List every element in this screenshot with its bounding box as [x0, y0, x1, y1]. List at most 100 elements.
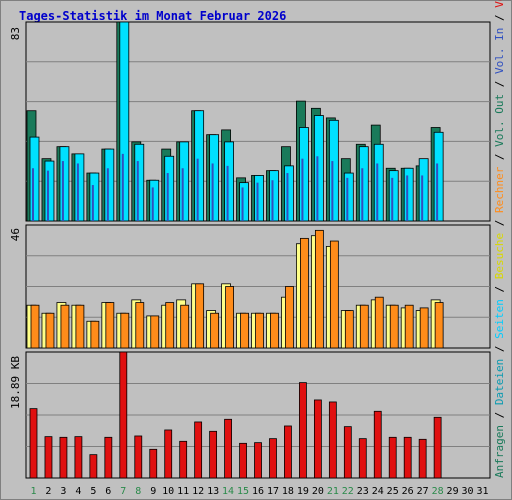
bar-rechner-day-5 [90, 320, 100, 349]
x-tick-label-day-20: 20 [312, 486, 324, 497]
bar-seiten-day-25 [391, 177, 394, 221]
bar-seiten-day-27 [421, 175, 424, 221]
bar-volumen-day-8 [134, 435, 143, 479]
bar-seiten-day-15 [241, 187, 244, 221]
bar-volumen-day-7 [119, 351, 128, 479]
bar-dateien-day-18 [284, 165, 294, 222]
bar-rechner-day-18 [285, 286, 294, 349]
bar-dateien-day-13 [209, 134, 220, 222]
x-tick-label-day-24: 24 [372, 486, 384, 497]
bar-seiten-day-19 [301, 158, 304, 221]
bar-seiten-day-7 [121, 153, 124, 221]
bar-volumen-day-27 [418, 438, 427, 479]
bar-seiten-day-20 [316, 156, 319, 221]
x-tick-label-day-6: 6 [105, 486, 111, 497]
bar-volumen-day-26 [403, 436, 412, 479]
x-tick-label-day-31: 31 [476, 486, 488, 497]
bar-seiten-day-26 [406, 175, 409, 221]
bar-dateien-day-19 [299, 127, 309, 222]
x-tick-label-day-25: 25 [387, 486, 399, 497]
legend-label-1: / [493, 405, 506, 425]
bar-seiten-day-10 [166, 173, 169, 221]
x-tick-label-day-15: 15 [237, 486, 249, 497]
bar-dateien-day-20 [313, 115, 324, 222]
legend-label-4: Seiten [493, 299, 506, 339]
bar-volumen-day-18 [284, 425, 292, 479]
bar-volumen-day-20 [313, 399, 322, 479]
x-tick-label-day-2: 2 [45, 486, 51, 497]
legend-label-2: Dateien [493, 359, 506, 405]
bar-rechner-day-12 [195, 283, 205, 349]
bar-seiten-day-17 [271, 180, 274, 221]
bar-dateien-day-23 [358, 146, 369, 222]
legend-label-12: Vol. In [493, 28, 506, 74]
bar-volumen-day-14 [224, 418, 232, 479]
x-tick-label-day-21: 21 [327, 486, 339, 497]
bar-volumen-day-2 [44, 436, 53, 479]
bar-dateien-day-15 [239, 182, 249, 222]
bar-dateien-day-24 [373, 143, 384, 222]
bar-volumen-day-3 [59, 436, 68, 479]
x-tick-label-day-11: 11 [177, 486, 189, 497]
bar-dateien-day-28 [433, 131, 444, 222]
bar-rechner-day-2 [45, 312, 55, 349]
chart-title: Tages-Statistik im Monat Februar 2026 [19, 9, 287, 23]
bar-dateien-day-4 [74, 153, 85, 222]
legend-label-6: Besuche [493, 233, 506, 279]
bar-seiten-day-12 [196, 158, 199, 221]
bar-seiten-day-11 [181, 168, 184, 221]
bar-volumen-day-24 [373, 410, 382, 479]
bar-volumen-day-11 [179, 440, 188, 479]
bar-volumen-day-19 [299, 382, 307, 479]
bar-seiten-day-21 [331, 161, 334, 221]
bar-rechner-day-15 [240, 312, 249, 349]
bar-volumen-day-12 [194, 421, 203, 479]
x-tick-label-day-14: 14 [222, 486, 234, 497]
bar-rechner-day-11 [180, 304, 190, 349]
bar-volumen-day-5 [89, 454, 98, 479]
legend-label-13: / [493, 8, 506, 28]
x-tick-label-day-29: 29 [447, 486, 459, 497]
bar-volumen-day-17 [269, 438, 277, 479]
legend-label-0: Anfragen [493, 425, 506, 478]
bar-rechner-day-9 [150, 315, 160, 349]
x-tick-label-day-12: 12 [192, 486, 204, 497]
bar-dateien-day-11 [179, 141, 190, 222]
x-tick-label-day-30: 30 [462, 486, 474, 497]
bar-dateien-day-9 [149, 179, 160, 222]
bar-dateien-day-16 [254, 175, 264, 222]
bar-dateien-day-2 [44, 160, 55, 222]
bar-rechner-day-27 [419, 307, 429, 349]
bar-seiten-day-4 [76, 163, 79, 221]
x-tick-label-day-27: 27 [417, 486, 429, 497]
x-tick-label-day-28: 28 [432, 486, 444, 497]
legend-label-10: Vol. Out [493, 94, 506, 147]
bar-volumen-day-10 [164, 429, 173, 479]
bar-dateien-day-22 [343, 172, 354, 222]
x-tick-label-day-9: 9 [150, 486, 156, 497]
bar-rechner-day-22 [344, 310, 354, 349]
bar-rechner-day-20 [314, 229, 324, 349]
bar-volumen-day-13 [209, 430, 218, 479]
bar-rechner-day-24 [374, 296, 384, 349]
x-tick-label-day-5: 5 [90, 486, 96, 497]
x-tick-label-day-8: 8 [135, 486, 141, 497]
bar-dateien-day-5 [89, 172, 100, 222]
bar-volumen-day-28 [433, 416, 442, 479]
bar-dateien-day-21 [328, 119, 339, 222]
bar-volumen-day-25 [388, 436, 397, 479]
x-tick-label-day-13: 13 [207, 486, 219, 497]
bar-seiten-day-1 [32, 168, 34, 221]
legend-label-8: Rechner [493, 166, 506, 213]
bar-seiten-day-16 [256, 182, 259, 221]
bar-volumen-day-4 [74, 436, 83, 479]
legend-label-3: / [493, 339, 506, 359]
bar-volumen-day-21 [328, 401, 337, 479]
x-tick-label-day-4: 4 [75, 486, 81, 497]
bar-rechner-day-10 [165, 302, 175, 349]
bar-seiten-day-8 [136, 161, 139, 221]
x-tick-label-day-16: 16 [252, 486, 264, 497]
x-tick-label-day-23: 23 [357, 486, 369, 497]
bar-volumen-day-1 [29, 408, 38, 479]
